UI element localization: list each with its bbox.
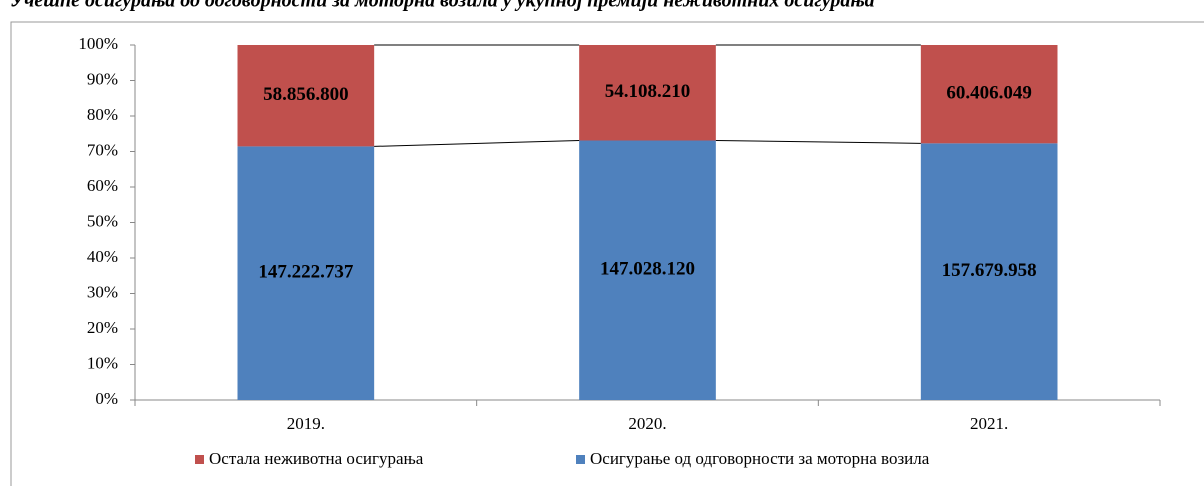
- y-tick-label: 20%: [87, 318, 118, 337]
- bar-segment: [579, 45, 716, 141]
- legend-swatch: [195, 455, 204, 464]
- value-label: 147.222.737: [258, 262, 354, 283]
- series-line: [715, 139, 921, 144]
- y-tick-label: 80%: [87, 105, 118, 124]
- y-tick-label: 100%: [78, 34, 118, 53]
- y-tick-label: 90%: [87, 69, 118, 88]
- y-tick-label: 40%: [87, 247, 118, 266]
- value-label: 60.406.049: [946, 83, 1032, 104]
- bar-segment: [237, 45, 375, 147]
- bar-segment: [579, 140, 716, 400]
- chart-title: Учешће осигурања од одговорности за мото…: [10, 0, 875, 12]
- series-line: [374, 139, 580, 147]
- y-tick-label: 0%: [95, 389, 118, 408]
- y-tick-label: 10%: [87, 353, 118, 372]
- bar-segment: [920, 143, 1058, 400]
- x-tick-label: 2019.: [287, 414, 325, 433]
- bar-segment: [920, 45, 1058, 144]
- value-label: 54.108.210: [605, 81, 691, 102]
- legend-label: Осигурање од одговорности за моторна воз…: [590, 449, 930, 468]
- value-label: 147.028.120: [600, 259, 695, 280]
- y-tick-label: 60%: [87, 176, 118, 195]
- legend-label: Остала неживотна осигурања: [209, 449, 424, 468]
- value-label: 58.856.800: [263, 84, 349, 105]
- legend-swatch: [576, 455, 585, 464]
- x-tick-label: 2021.: [970, 414, 1008, 433]
- chart-frame: [10, 21, 1204, 486]
- x-tick-label: 2020.: [628, 414, 666, 433]
- value-label: 157.679.958: [942, 260, 1037, 281]
- y-tick-label: 50%: [87, 211, 118, 230]
- y-tick-label: 70%: [87, 140, 118, 159]
- bar-segment: [237, 146, 375, 400]
- y-tick-label: 30%: [87, 282, 118, 301]
